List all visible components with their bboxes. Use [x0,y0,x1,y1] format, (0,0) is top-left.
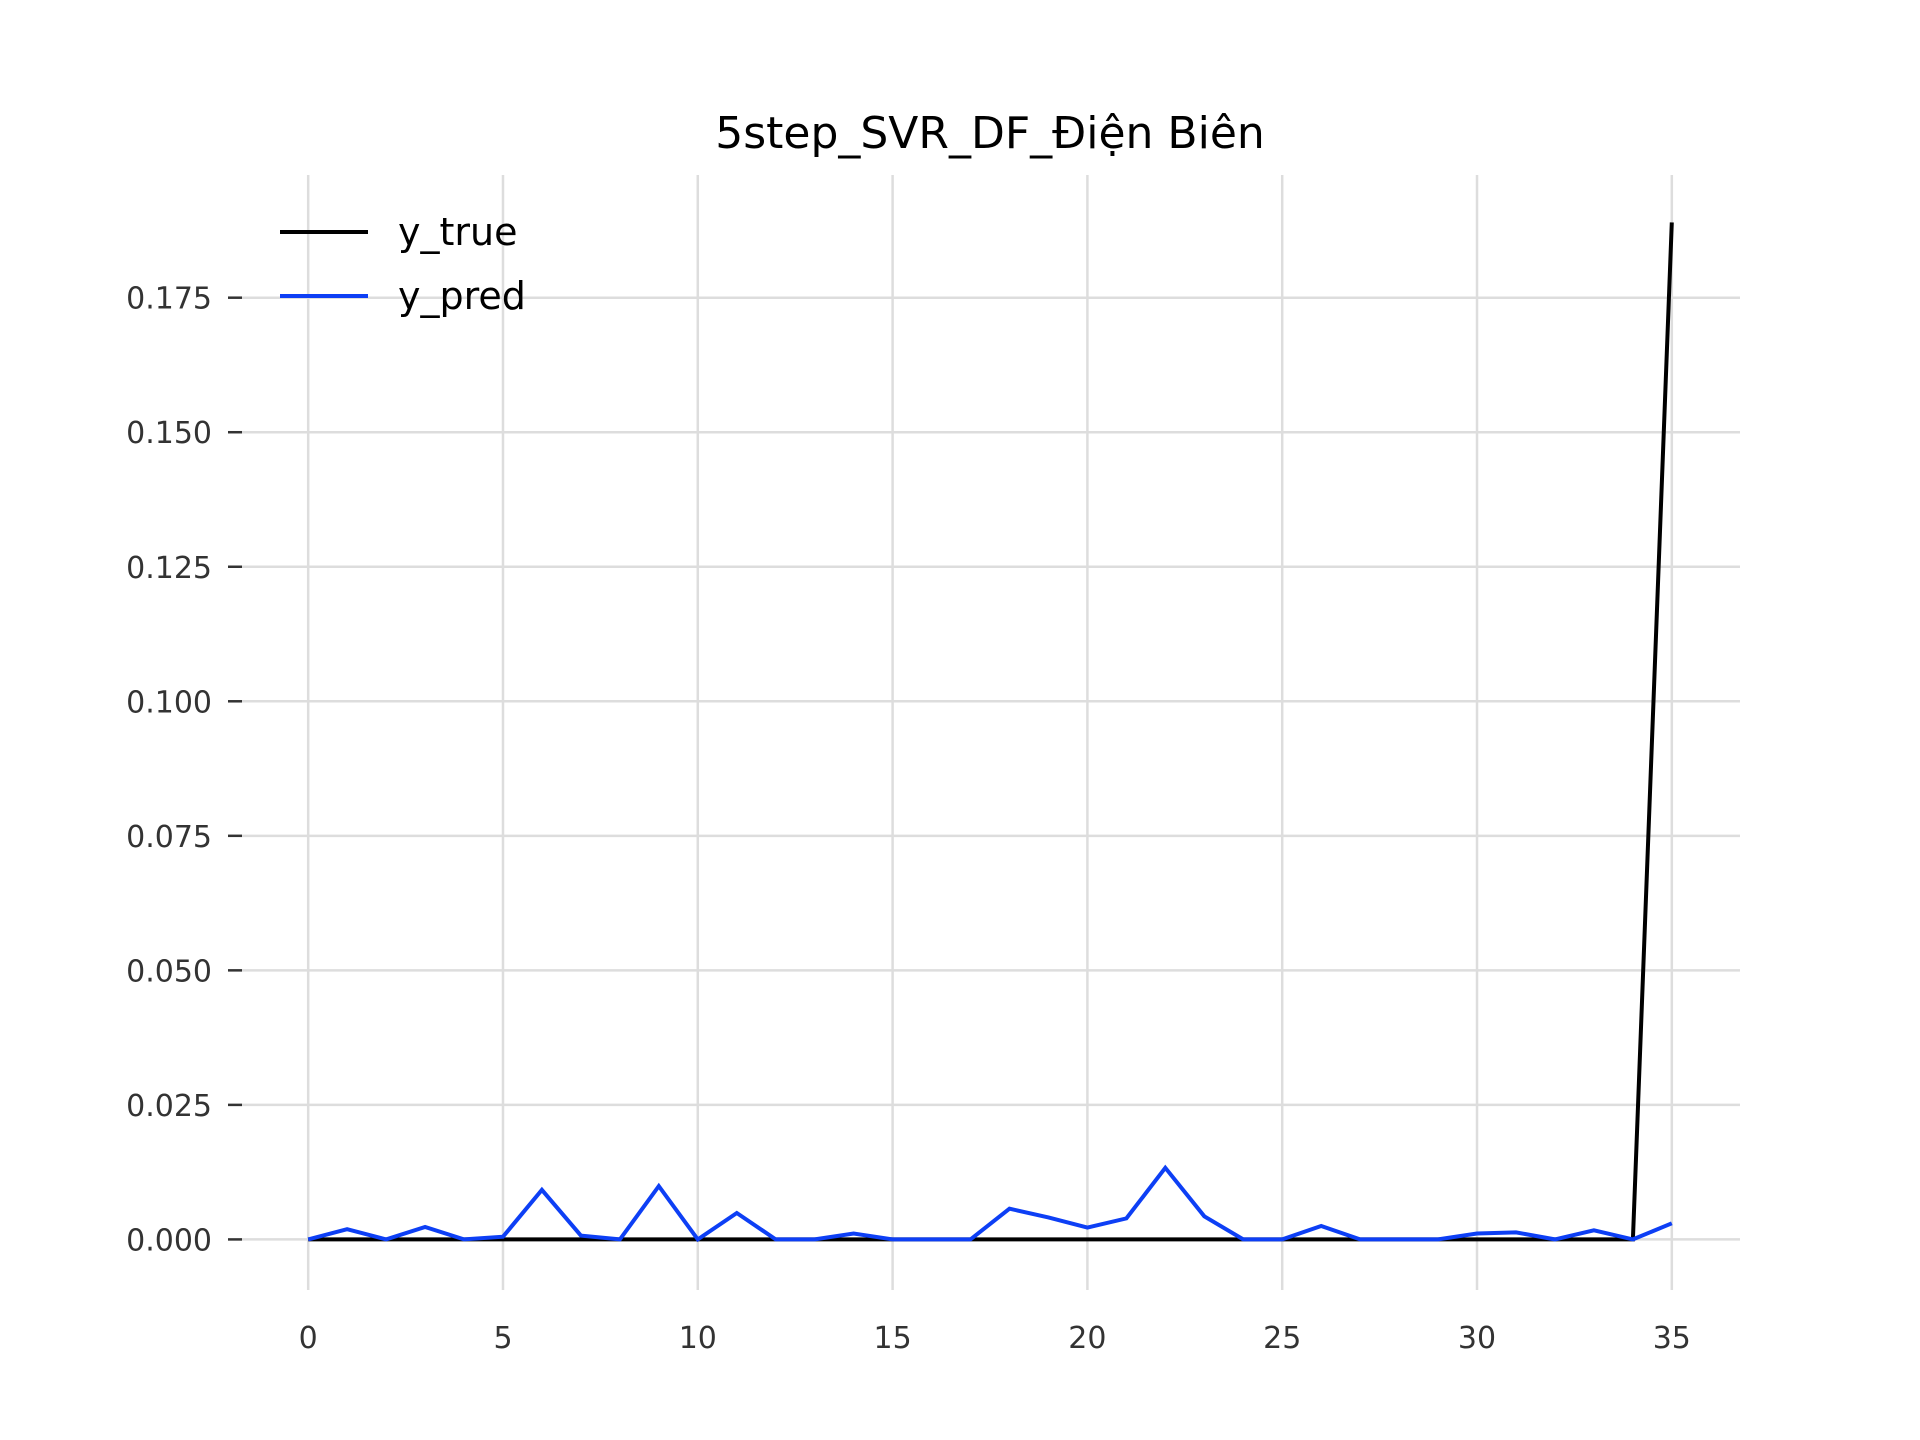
y-tick-label: 0.175 [126,282,212,317]
x-tick-label: 15 [874,1321,912,1356]
y-tick-label: 0.050 [126,954,212,989]
x-tick-label: 5 [493,1321,512,1356]
y-tick-label: 0.125 [126,551,212,586]
legend: y_true y_pred [280,210,526,318]
legend-label: y_true [398,210,517,254]
y-tick-label: 0.000 [126,1223,212,1258]
x-tick-label: 20 [1068,1321,1106,1356]
y-tick-label: 0.150 [126,416,212,451]
x-tick-label: 35 [1653,1321,1691,1356]
axes: 0 5 10 15 20 25 30 35 0.000 0.025 0.050 0.075 0.100 0… [126,282,1691,1356]
legend-label: y_pred [398,274,526,318]
x-tick-label: 30 [1458,1321,1496,1356]
x-tick-label: 10 [679,1321,717,1356]
y-tick-label: 0.025 [126,1089,212,1124]
y-tick-label: 0.100 [126,685,212,720]
series-line-y-pred [307,1164,1673,1243]
plot-lines [307,222,1674,1243]
chart-title: 5step_SVR_DF_Điện Biên [715,108,1265,159]
x-tick-label: 25 [1263,1321,1301,1356]
x-tick-label: 0 [299,1321,318,1356]
y-tick-label: 0.075 [126,820,212,855]
